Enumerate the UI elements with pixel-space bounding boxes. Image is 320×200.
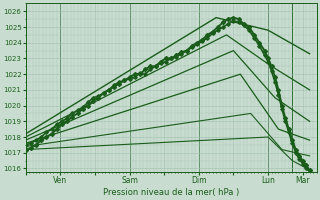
X-axis label: Pression niveau de la mer( hPa ): Pression niveau de la mer( hPa ) [103, 188, 239, 197]
